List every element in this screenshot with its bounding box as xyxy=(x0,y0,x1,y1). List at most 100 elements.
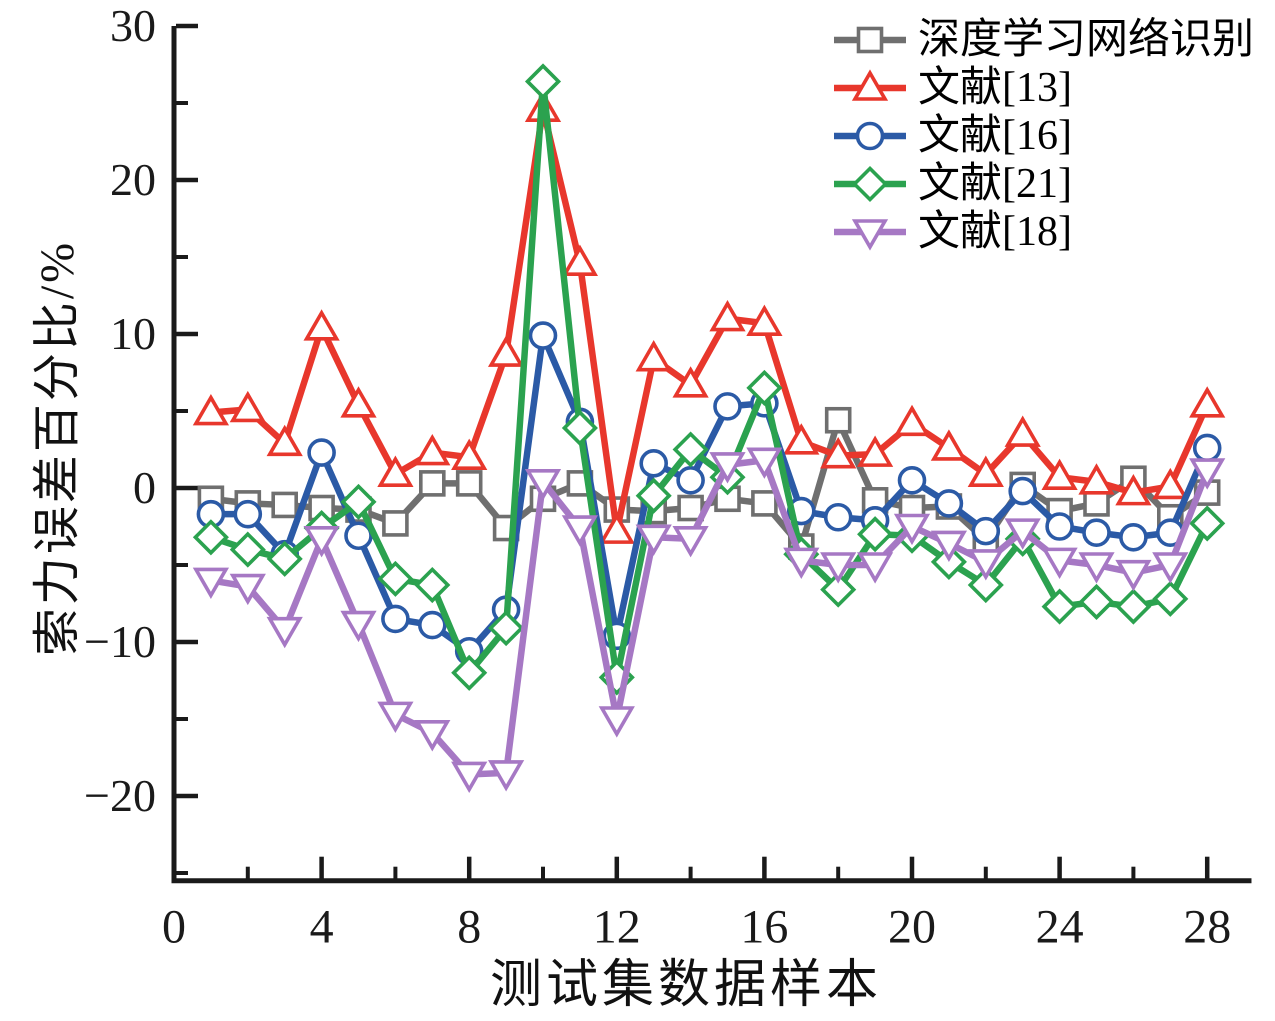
data-point-triangle-up xyxy=(709,299,746,332)
data-point-triangle-down xyxy=(893,513,931,546)
data-point-triangle-up xyxy=(303,309,340,341)
x-tick-label: 20 xyxy=(888,901,936,954)
data-point-circle xyxy=(307,438,336,467)
data-point-diamond xyxy=(266,540,303,577)
data-point-diamond xyxy=(340,483,377,520)
data-point-triangle-up xyxy=(967,455,1004,487)
data-point-circle xyxy=(1082,518,1111,547)
data-point-triangle-down xyxy=(303,526,340,558)
data-point-circle xyxy=(417,610,447,640)
legend-label: 文献[21] xyxy=(918,161,1072,207)
data-point-diamond xyxy=(820,571,857,608)
data-point-square xyxy=(418,470,446,497)
legend-label: 深度学习网络识别 xyxy=(918,17,1255,63)
data-point-diamond xyxy=(1115,588,1152,625)
data-point-triangle-down xyxy=(377,701,414,733)
legend-label: 文献[18] xyxy=(918,209,1072,255)
x-tick-label: 8 xyxy=(457,901,481,954)
data-point-triangle-down xyxy=(340,610,377,643)
data-point-diamond xyxy=(672,431,709,468)
data-point-triangle-down xyxy=(1078,552,1115,584)
data-point-triangle-up xyxy=(487,335,525,367)
data-point-triangle-up xyxy=(377,455,414,487)
legend-item-3: 文献[21] xyxy=(830,160,1254,208)
data-point-triangle-up xyxy=(893,404,931,437)
data-point-diamond xyxy=(851,165,889,203)
data-point-triangle-down xyxy=(783,547,820,579)
data-point-triangle-up xyxy=(783,423,820,455)
y-tick-label: −10 xyxy=(84,616,156,667)
data-point-square xyxy=(271,491,299,519)
data-point-triangle-up xyxy=(851,69,889,101)
data-point-triangle-down xyxy=(229,573,266,606)
data-point-triangle-up xyxy=(635,340,672,372)
data-point-circle xyxy=(233,499,263,529)
data-point-diamond xyxy=(1078,583,1115,621)
data-point-triangle-down xyxy=(1189,458,1226,490)
data-point-triangle-down xyxy=(856,552,894,584)
x-tick-label: 16 xyxy=(740,901,788,954)
data-point-diamond xyxy=(1041,588,1078,625)
data-point-diamond xyxy=(635,477,672,514)
series-文献[13] xyxy=(192,90,1226,544)
data-point-diamond xyxy=(1189,505,1226,542)
data-point-square xyxy=(856,26,884,54)
data-point-triangle-up xyxy=(1004,415,1041,447)
legend-swatch-square-icon xyxy=(834,26,906,54)
data-point-diamond xyxy=(524,63,562,100)
y-tick-label: 30 xyxy=(110,0,156,51)
data-point-diamond xyxy=(414,566,451,604)
data-point-triangle-down xyxy=(930,530,968,563)
data-point-triangle-up xyxy=(820,437,857,469)
data-point-triangle-up xyxy=(1041,458,1078,491)
legend-swatch-triangle-up-icon xyxy=(834,69,906,101)
series-line xyxy=(210,456,1211,778)
data-point-square xyxy=(1083,490,1110,517)
data-point-triangle-up xyxy=(266,424,303,457)
data-point-square xyxy=(382,510,409,537)
data-point-triangle-down xyxy=(561,515,599,547)
legend-item-1: 文献[13] xyxy=(830,64,1254,112)
series-line xyxy=(209,81,1211,680)
data-point-circle xyxy=(344,521,373,551)
legend-swatch-circle-icon xyxy=(834,121,906,151)
data-point-triangle-down xyxy=(598,706,635,738)
data-point-triangle-down xyxy=(487,760,525,792)
data-point-diamond xyxy=(746,369,783,406)
y-tick-label: 0 xyxy=(133,462,156,513)
data-point-triangle-down xyxy=(746,447,783,479)
data-point-triangle-down xyxy=(266,616,303,649)
data-point-triangle-down xyxy=(851,219,889,251)
data-point-triangle-up xyxy=(229,390,266,423)
data-point-circle xyxy=(381,604,410,634)
data-point-circle xyxy=(855,121,885,151)
data-point-diamond xyxy=(451,654,488,691)
data-point-square xyxy=(677,494,704,522)
data-point-triangle-down xyxy=(524,469,562,501)
data-point-triangle-up xyxy=(930,429,968,461)
data-point-triangle-down xyxy=(672,526,709,558)
data-point-triangle-down xyxy=(820,552,857,584)
data-point-triangle-up xyxy=(856,435,894,467)
legend-item-4: 文献[18] xyxy=(830,208,1254,256)
data-point-diamond xyxy=(488,610,525,647)
legend-item-0: 深度学习网络识别 xyxy=(830,16,1254,64)
data-point-triangle-down xyxy=(414,720,451,752)
data-point-triangle-down xyxy=(1152,552,1189,584)
data-point-triangle-up xyxy=(1078,463,1115,495)
y-tick-label: 10 xyxy=(110,308,156,359)
x-tick-label: 24 xyxy=(1036,901,1084,954)
data-point-square xyxy=(751,490,778,517)
series-line xyxy=(210,108,1211,532)
data-point-circle xyxy=(528,321,558,350)
data-point-diamond xyxy=(229,531,266,568)
data-point-diamond xyxy=(561,409,598,446)
data-point-diamond xyxy=(1152,580,1189,617)
data-point-diamond xyxy=(192,519,229,556)
data-point-circle xyxy=(1008,476,1038,506)
data-point-square xyxy=(455,470,483,497)
data-point-square xyxy=(824,406,852,434)
legend-swatch-triangle-down-icon xyxy=(834,219,906,251)
data-point-triangle-down xyxy=(967,549,1004,581)
